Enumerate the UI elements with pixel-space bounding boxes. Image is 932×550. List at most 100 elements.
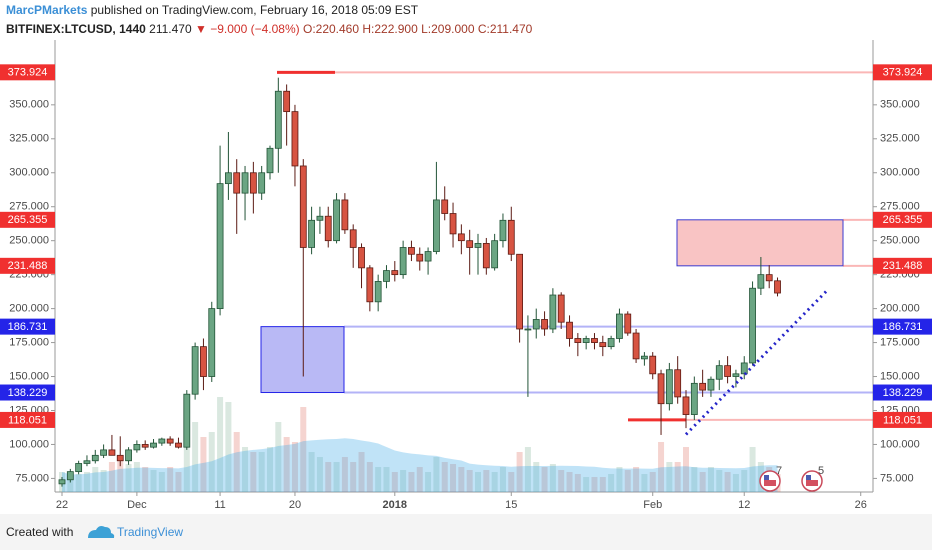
volume-bar xyxy=(633,467,640,492)
volume-bar xyxy=(466,470,473,492)
candle-body xyxy=(724,365,731,377)
candle-body xyxy=(574,338,582,343)
volume-bar xyxy=(666,462,673,492)
event-flag xyxy=(764,480,776,486)
volume-bar xyxy=(458,467,465,492)
volume-bar xyxy=(391,472,398,492)
volume-bar xyxy=(291,442,298,492)
event-flag xyxy=(806,475,811,480)
candle-body xyxy=(599,342,607,348)
candle-body xyxy=(699,382,707,391)
candle-body xyxy=(740,362,748,375)
volume-bar xyxy=(524,447,531,492)
level-label: 373.924 xyxy=(883,67,923,79)
candle-body xyxy=(100,449,107,456)
candle-body xyxy=(532,319,540,330)
candle-body xyxy=(674,369,682,398)
candle-body xyxy=(449,213,457,235)
volume-bar xyxy=(267,447,273,492)
arrow: ▼ xyxy=(195,22,207,36)
candle-body xyxy=(516,253,523,330)
level-label-bg xyxy=(0,64,55,81)
candle-body xyxy=(299,165,307,248)
level-label-bg xyxy=(873,64,932,81)
candle-body xyxy=(715,365,723,380)
zone-box xyxy=(260,326,345,394)
volume-bar xyxy=(533,462,540,492)
volume-bar xyxy=(732,474,739,492)
volume-bar xyxy=(707,467,714,492)
x-tick-label: 15 xyxy=(505,499,517,511)
volume-bar xyxy=(150,470,157,492)
y-tick-label: 75.000 xyxy=(880,472,914,484)
y-tick-label: 325.000 xyxy=(880,133,920,145)
x-tick-label: 22 xyxy=(56,499,68,511)
level-label: 186.731 xyxy=(8,321,48,333)
candle-body xyxy=(624,313,632,334)
candle-body xyxy=(765,274,773,282)
low: L:209.000 xyxy=(421,22,475,36)
level-label-bg xyxy=(873,411,932,428)
candle-body xyxy=(141,444,149,448)
price: 211.470 xyxy=(149,22,192,36)
volume-bar xyxy=(649,472,656,492)
y-tick-label: 150.000 xyxy=(880,370,920,382)
x-tick-label: Feb xyxy=(643,499,662,511)
volume-bar xyxy=(183,447,190,492)
open: O:220.460 xyxy=(303,22,359,36)
volume-bar xyxy=(483,470,490,492)
candle-body xyxy=(341,199,349,231)
volume-bar xyxy=(749,447,756,492)
volume-bar xyxy=(616,467,623,492)
level-label-bg xyxy=(873,318,932,335)
volume-bar xyxy=(641,474,648,492)
level-label: 373.924 xyxy=(8,67,48,79)
volume-bar xyxy=(167,467,174,492)
y-tick-label: 200.000 xyxy=(9,303,49,315)
volume-bar xyxy=(491,472,498,492)
y-tick-label: 275.000 xyxy=(880,201,920,213)
candle-body xyxy=(349,229,357,248)
candle-body xyxy=(183,393,191,448)
volume-bar xyxy=(516,452,523,492)
candle-body xyxy=(166,438,174,444)
level-label-bg xyxy=(873,211,932,228)
volume-bar xyxy=(691,467,698,492)
candle-body xyxy=(208,308,216,377)
volume-bar xyxy=(441,462,448,492)
volume-bar xyxy=(125,464,132,492)
volume-bar xyxy=(275,422,282,492)
x-tick-label: 2018 xyxy=(383,499,407,511)
level-label: 118.051 xyxy=(883,414,922,426)
candle-body xyxy=(632,332,640,360)
candle-body xyxy=(749,287,756,364)
candle-body xyxy=(524,328,532,331)
volume-bar xyxy=(100,470,107,492)
candle-body xyxy=(591,338,598,343)
volume-bar xyxy=(541,467,548,492)
candle-body xyxy=(432,199,440,252)
x-tick-label: Dec xyxy=(127,499,147,511)
candle-body xyxy=(249,172,257,194)
candle-body xyxy=(566,321,573,339)
level-label: 138.229 xyxy=(8,387,48,399)
volume-bar xyxy=(350,462,357,492)
candle-body xyxy=(274,90,282,149)
footer-created: Created with xyxy=(6,525,73,539)
candle-body xyxy=(557,294,565,323)
volume-bar xyxy=(683,447,689,492)
candle-body xyxy=(116,454,124,462)
volume-bar xyxy=(475,472,481,492)
footer-brand[interactable]: TradingView xyxy=(117,525,183,539)
volume-bar xyxy=(133,462,140,492)
volume-bar xyxy=(599,477,606,492)
candle-body xyxy=(616,313,623,339)
level-label-bg xyxy=(0,411,55,428)
candle-body xyxy=(499,219,507,242)
volume-bar xyxy=(591,477,598,492)
candle-body xyxy=(150,442,157,448)
volume-bar xyxy=(208,432,215,492)
candle-body xyxy=(665,369,673,405)
candle-body xyxy=(158,438,166,444)
